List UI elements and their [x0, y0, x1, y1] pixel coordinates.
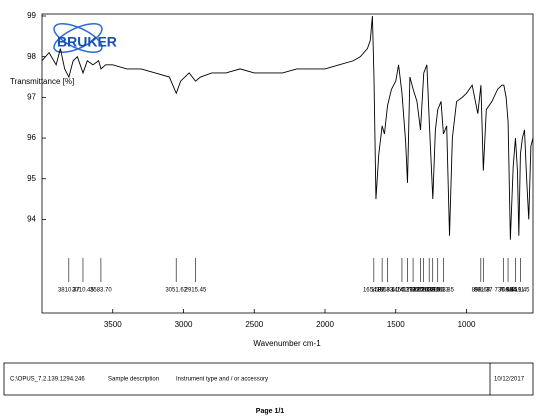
x-axis-label: Wavenumber cm-1: [253, 339, 321, 348]
y-tick-label: 99: [27, 11, 36, 20]
peak-label: 3583.70: [90, 288, 112, 294]
x-tick-label: 3000: [175, 320, 193, 329]
x-tick-label: 1500: [387, 320, 405, 329]
footer-box: [3, 362, 534, 396]
x-tick-label: 2000: [316, 320, 334, 329]
x-tick-label: 3500: [104, 320, 122, 329]
peak-label: 1456.19: [391, 288, 413, 294]
peak-label: 619.45: [511, 288, 530, 294]
spectrum-line: [41, 15, 534, 240]
footer-sample: Sample description: [108, 377, 159, 383]
peak-label: 3710.45: [72, 288, 94, 294]
plot-frame: [41, 13, 534, 314]
peak-label: 654.11: [506, 288, 525, 294]
peak-label: 1238.56: [422, 288, 444, 294]
peak-label: 1203.13: [427, 288, 449, 294]
peak-label: 2915.45: [185, 288, 207, 294]
y-tick-label: 95: [27, 174, 36, 183]
footer-instrument: Instrument type and / or accessory: [176, 377, 268, 383]
peak-label: 1558.41: [377, 288, 399, 294]
peak-label: 881.37: [474, 288, 493, 294]
peak-label: 1325.08: [410, 288, 432, 294]
peak-label: 898.68: [472, 288, 491, 294]
brand: BRUKER: [57, 34, 117, 50]
x-tick-label: 1000: [458, 320, 476, 329]
peak-label: 1377.62: [402, 288, 424, 294]
peak-label: 706.45: [499, 288, 518, 294]
x-tick-label: 2500: [245, 320, 263, 329]
footer-date: 10/12/2017: [494, 377, 525, 383]
y-tick-label: 98: [27, 52, 36, 61]
y-tick-label: 96: [27, 133, 36, 142]
y-tick-label: 97: [27, 92, 36, 101]
page-number: Page 1/1: [256, 408, 285, 415]
peak-label: 1263.81: [418, 288, 440, 294]
logo: BRUKER: [53, 23, 117, 53]
y-tick-label: 94: [27, 215, 36, 224]
peak-label: 1596.33: [371, 288, 393, 294]
peak-label: 1302.38: [413, 288, 435, 294]
peak-label: 1654.87: [363, 288, 385, 294]
peak-label: 3051.62: [165, 288, 187, 294]
footer-file: C:\OPUS_7.2.139.1294.246: [10, 377, 85, 383]
peak-label: 1163.85: [433, 288, 455, 294]
peak-label: 3810.37: [58, 288, 80, 294]
peak-label: 736.98: [495, 288, 514, 294]
peak-label: 1417.36: [397, 288, 419, 294]
